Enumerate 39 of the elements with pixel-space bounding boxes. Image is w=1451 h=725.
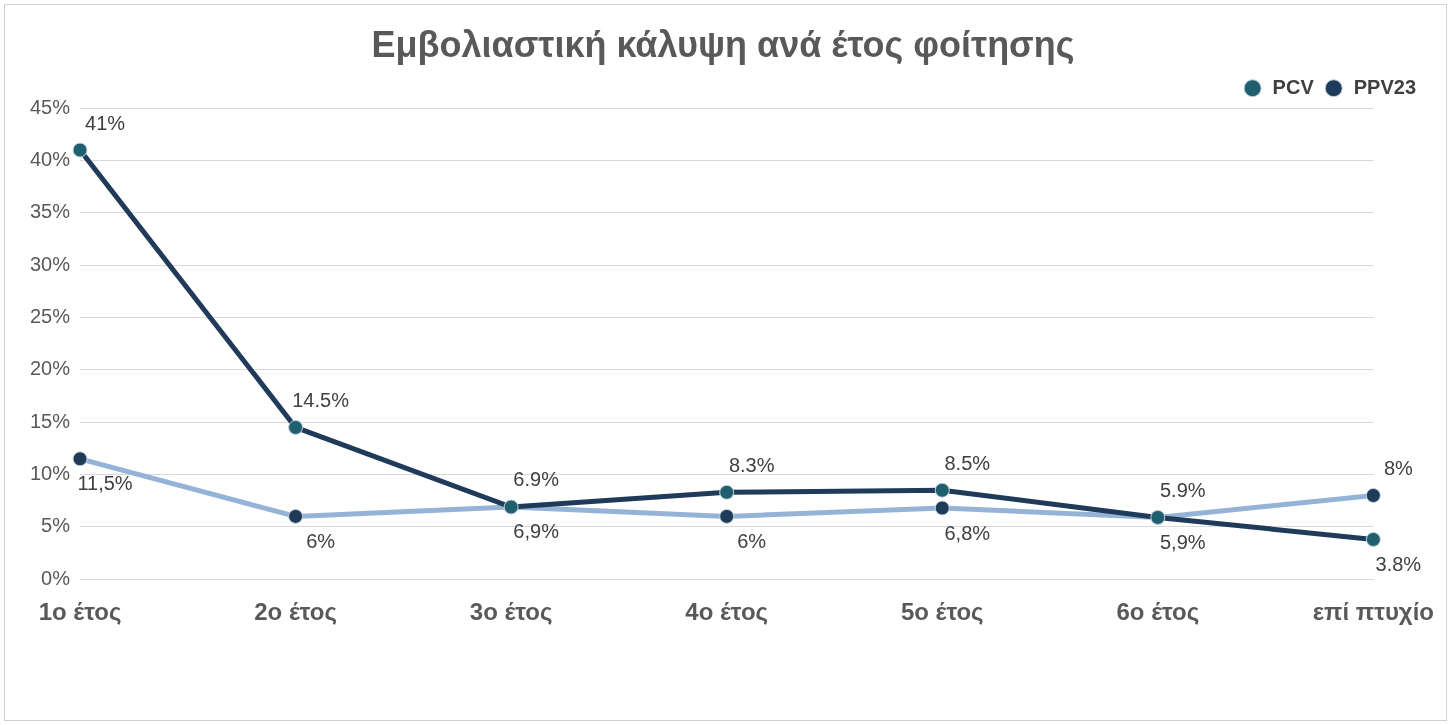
x-tick-label: 3ο έτος [469,598,553,626]
y-tick-label: 45% [30,95,71,118]
data-label: 8.5% [944,451,991,474]
point [72,142,88,158]
data-label: 6,8% [944,521,991,544]
data-label: 6% [737,529,767,552]
y-tick-label: 30% [30,252,71,275]
y-tick-label: 0% [41,566,71,589]
data-label: 8% [1383,456,1414,479]
data-label: 11,5% [77,472,133,495]
y-tick-label: 15% [30,409,71,432]
chart-title: Εμβολιαστική κάλυψη ανά έτος φοίτησης [371,23,1075,65]
legend-label: PCV [1272,75,1315,98]
data-label: 3.8% [1375,552,1422,575]
x-tick-label: επί πτυχίο [1312,598,1435,626]
x-tick-label: 6ο έτος [1116,598,1200,626]
y-tick-label: 10% [30,462,71,485]
y-tick-label: 35% [30,200,71,223]
data-label: 6,9% [513,520,560,543]
point [1365,531,1381,547]
legend-label: PPV23 [1353,75,1416,98]
point [719,484,735,500]
y-tick-label: 40% [30,148,71,171]
data-label: 6.9% [513,468,560,491]
x-tick-label: 1ο έτος [38,598,122,626]
data-label: 41% [85,111,126,134]
data-label: 5,9% [1160,530,1206,553]
point [288,419,304,435]
point [934,482,950,498]
x-tick-label: 2ο έτος [254,598,337,626]
y-tick-label: 25% [30,305,71,328]
y-tick-label: 5% [41,514,71,537]
x-tick-label: 5ο έτος [900,598,984,626]
data-label: 14.5% [292,388,350,411]
y-tick-label: 20% [30,357,71,380]
data-label: 8.3% [728,453,775,476]
data-label: 5.9% [1160,478,1206,501]
x-tick-label: 4ο έτος [685,598,769,626]
data-label: 6% [306,529,336,552]
